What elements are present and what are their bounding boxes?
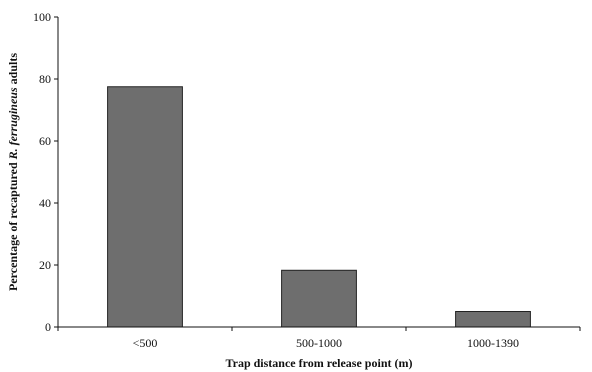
bar-1	[281, 269, 357, 328]
x-tick-label: <500	[133, 336, 158, 350]
x-axis-ticks: <500 500-1000 1000-1390	[57, 327, 581, 350]
x-tick-label: 1000-1390	[467, 336, 519, 350]
y-tick-label: 60	[39, 134, 51, 148]
y-tick-label: 80	[39, 72, 51, 86]
bar-0	[107, 86, 183, 328]
y-axis-title-species: R. ferrugineus	[6, 87, 20, 160]
bars	[107, 86, 531, 328]
y-axis-title-suffix: adults	[6, 53, 20, 88]
bar-2	[455, 311, 531, 328]
y-tick-label: 100	[33, 10, 51, 24]
y-tick-label: 40	[39, 196, 51, 210]
x-axis-title: Trap distance from release point (m)	[226, 356, 413, 370]
y-tick-label: 0	[45, 320, 51, 334]
y-tick-label: 20	[39, 258, 51, 272]
y-axis-title: Percentage of recaptured R. ferrugineus …	[6, 53, 20, 291]
y-axis-ticks: 0 20 40 60 80 100	[33, 10, 58, 334]
x-tick-label: 500-1000	[296, 336, 342, 350]
y-axis-title-prefix: Percentage of recaptured	[6, 159, 20, 291]
